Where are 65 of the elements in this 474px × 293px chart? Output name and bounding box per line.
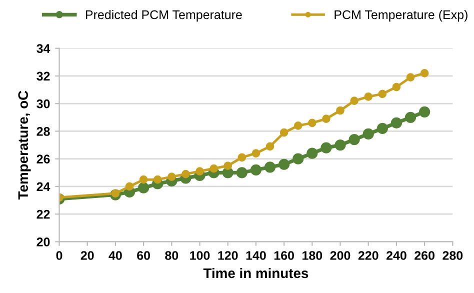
point	[406, 73, 415, 82]
y-tick-label: 34	[36, 44, 50, 54]
point	[390, 117, 402, 128]
y-tick-label: 28	[36, 127, 50, 136]
point	[376, 122, 388, 134]
x-tick-label: 80	[165, 251, 178, 260]
x-tick-label: 160	[274, 251, 294, 260]
point	[350, 96, 358, 105]
point	[308, 118, 316, 128]
point	[196, 167, 204, 176]
point	[362, 128, 374, 140]
y-tick-label: 24	[36, 182, 50, 192]
point	[306, 148, 318, 159]
point	[294, 122, 302, 130]
point	[348, 134, 360, 146]
point	[378, 90, 387, 98]
point	[336, 106, 344, 115]
x-tick-label: 100	[190, 251, 210, 260]
point	[320, 142, 332, 154]
point	[250, 164, 262, 176]
point	[224, 162, 232, 170]
x-tick-label: 140	[246, 251, 266, 260]
x-tick-label: 40	[108, 251, 122, 260]
point	[266, 142, 274, 151]
x-tick-label: 220	[358, 251, 378, 260]
point	[334, 139, 346, 151]
point	[322, 114, 330, 123]
point	[252, 149, 260, 158]
point	[264, 162, 276, 173]
point	[138, 182, 150, 194]
y-tick-label: 22	[36, 210, 50, 219]
point	[238, 153, 246, 162]
point	[182, 170, 190, 178]
point	[392, 82, 401, 92]
point	[420, 69, 429, 78]
point	[280, 128, 288, 137]
x-tick-label: 0	[56, 251, 62, 260]
point	[210, 164, 218, 173]
x-tick-label: 260	[414, 251, 434, 260]
point	[111, 189, 120, 198]
x-tick-label: 20	[80, 251, 94, 260]
x-axis-title: Time in minutes	[203, 268, 308, 278]
point	[419, 106, 430, 118]
x-tick-label: 120	[218, 251, 238, 260]
x-tick-label: 240	[386, 251, 406, 260]
legend-label: PCM Temperature (Exp)	[334, 10, 468, 22]
x-tick-label: 280	[442, 251, 463, 260]
y-tick-label: 32	[36, 72, 50, 81]
point	[167, 172, 176, 181]
x-tick-label: 180	[302, 251, 322, 260]
legend-label: Predicted PCM Temperature	[86, 10, 242, 22]
point	[236, 167, 248, 178]
x-tick-label: 200	[330, 251, 350, 260]
y-tick-label: 30	[36, 99, 50, 108]
point	[139, 175, 148, 184]
y-tick-label: 20	[36, 238, 50, 246]
y-tick-label: 26	[36, 154, 50, 164]
point	[125, 182, 134, 191]
x-tick-label: 60	[137, 251, 150, 260]
point	[364, 92, 373, 101]
point	[153, 175, 162, 184]
point	[292, 153, 304, 164]
point	[278, 158, 290, 170]
y-axis-title: Temperature, oC	[18, 90, 31, 200]
point	[404, 112, 416, 123]
